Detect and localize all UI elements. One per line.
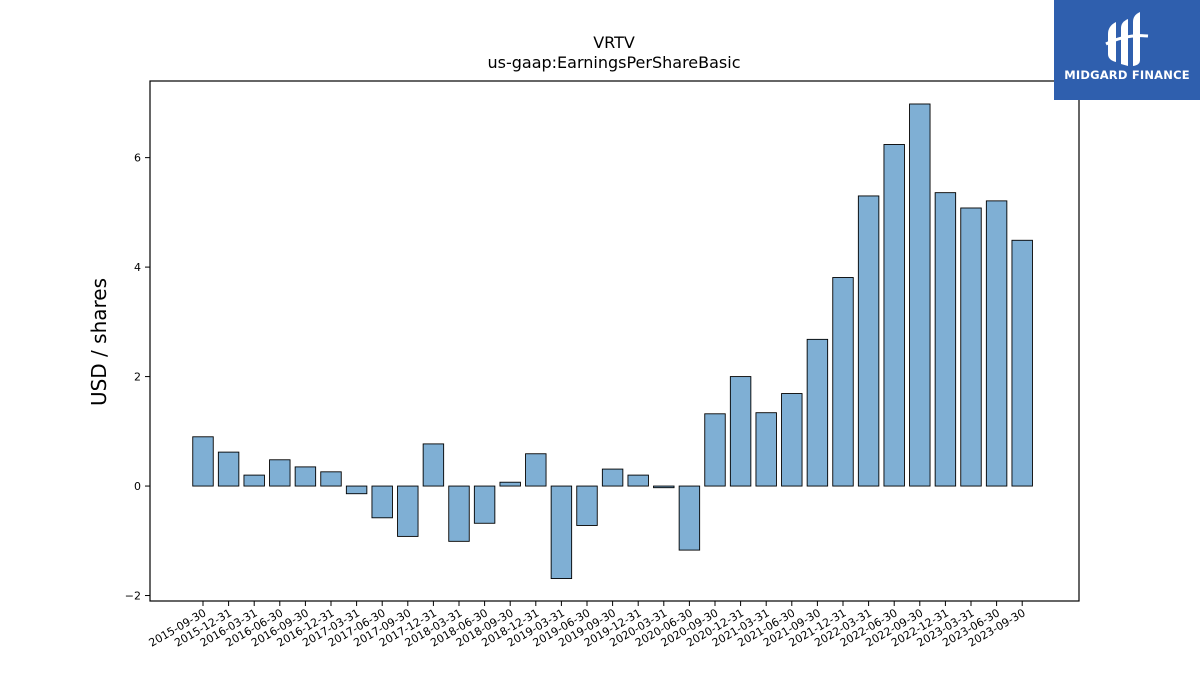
bar-2018-03-31 [448,485,470,542]
bar-2019-03-31 [550,485,573,580]
bar-2023-06-30 [985,200,1008,487]
bar-2018-09-30 [499,481,521,487]
bar-2023-03-31 [960,207,982,487]
y-tick-label: 2 [134,371,141,384]
y-ticks: −2 0 2 4 6 [125,152,150,603]
bar-2021-09-30 [806,338,829,487]
plot-frame [149,80,1080,602]
bar-2017-12-31 [422,443,445,487]
bar-2020-12-31 [729,376,752,487]
y-axis-label: USD / shares [87,278,111,406]
bar-2016-06-30 [269,459,291,487]
bar-2016-12-31 [320,471,342,487]
bar-2017-03-31 [345,485,368,495]
y-tick-label: 6 [134,152,141,165]
bar-2023-09-30 [1011,239,1033,487]
logo-text: MIDGARD FINANCE [1064,68,1190,82]
bar-2017-06-30 [371,485,393,519]
bar-2020-06-30 [678,485,701,551]
y-tick-label: 0 [134,480,141,493]
y-tick-label: −2 [125,590,141,603]
bars-group [192,103,1033,580]
bar-2022-06-30 [883,144,905,487]
bar-2019-09-30 [601,468,624,487]
bar-2020-09-30 [704,413,726,487]
midgard-finance-logo: MIDGARD FINANCE [1054,0,1200,100]
bar-2015-12-31 [217,451,240,487]
bar-2019-06-30 [576,485,598,526]
bar-2016-09-30 [294,466,317,487]
bar-2022-03-31 [857,195,880,487]
bar-2017-09-30 [397,485,419,537]
bar-2016-03-31 [243,474,265,487]
y-tick-label: 4 [134,261,141,274]
bar-2020-03-31 [653,485,675,489]
bar-2022-09-30 [909,103,931,487]
bar-2019-12-31 [627,474,649,487]
x-ticks: 2015-09-302015-12-312016-03-312016-06-30… [147,601,1028,650]
bar-2021-12-31 [832,277,854,487]
bar-2022-12-31 [934,192,957,487]
bar-2018-12-31 [525,453,547,487]
bar-2018-06-30 [473,485,496,524]
chart-title: VRTV [593,33,635,52]
bar-2021-03-31 [755,412,777,487]
bar-2015-09-30 [192,436,214,487]
midgard-finance-logo-icon [1105,12,1149,66]
bar-2021-06-30 [781,393,803,487]
chart-subtitle: us-gaap:EarningsPerShareBasic [487,53,740,72]
